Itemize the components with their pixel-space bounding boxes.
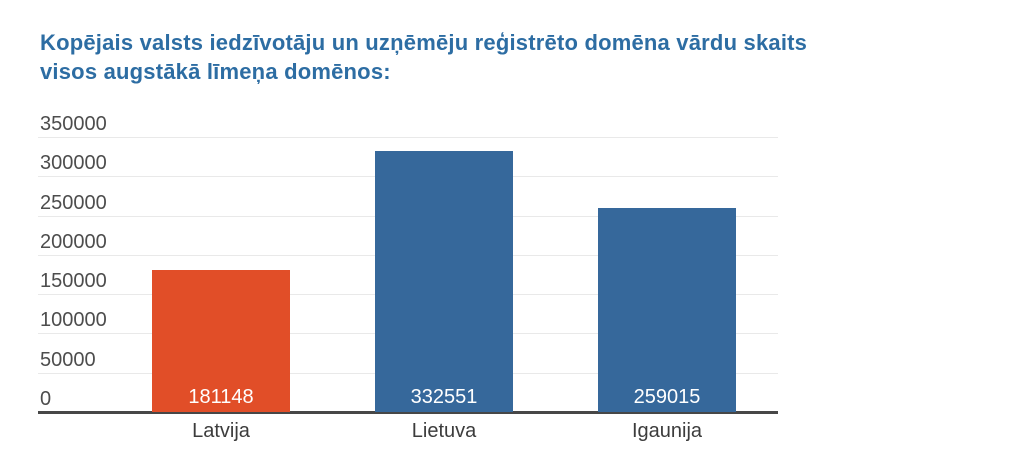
x-category-label: Latvija bbox=[192, 420, 250, 442]
y-gridline bbox=[38, 137, 778, 138]
y-tick-label: 200000 bbox=[40, 230, 107, 253]
x-axis-line bbox=[38, 411, 778, 414]
y-tick-label: 350000 bbox=[40, 113, 107, 135]
y-tick-label: 250000 bbox=[40, 191, 107, 214]
x-category-label: Lietuva bbox=[411, 420, 477, 442]
y-tick-label: 300000 bbox=[40, 152, 107, 175]
x-category-label: Igaunija bbox=[631, 420, 703, 442]
bar-value-label: 259015 bbox=[633, 385, 701, 408]
y-tick-label: 150000 bbox=[40, 270, 107, 293]
y-tick-label: 100000 bbox=[40, 309, 107, 332]
y-tick-label: 50000 bbox=[40, 348, 96, 371]
chart-title: Kopējais valsts iedzīvotāju un uzņēmēju … bbox=[40, 28, 940, 86]
chart-title-line1: Kopējais valsts iedzīvotāju un uzņēmēju … bbox=[40, 30, 808, 55]
bar-igaunija[interactable]: 259015 bbox=[598, 208, 736, 412]
bar-value-label: 181148 bbox=[188, 385, 254, 408]
bar-value-label: 332551 bbox=[410, 385, 478, 408]
y-tick-label: 0 bbox=[40, 388, 52, 410]
chart-title-line2: visos augstākā līmeņa domēnos: bbox=[40, 59, 391, 84]
bar-latvija[interactable]: 181148 bbox=[152, 269, 290, 412]
bar-lietuva[interactable]: 332551 bbox=[375, 150, 513, 412]
